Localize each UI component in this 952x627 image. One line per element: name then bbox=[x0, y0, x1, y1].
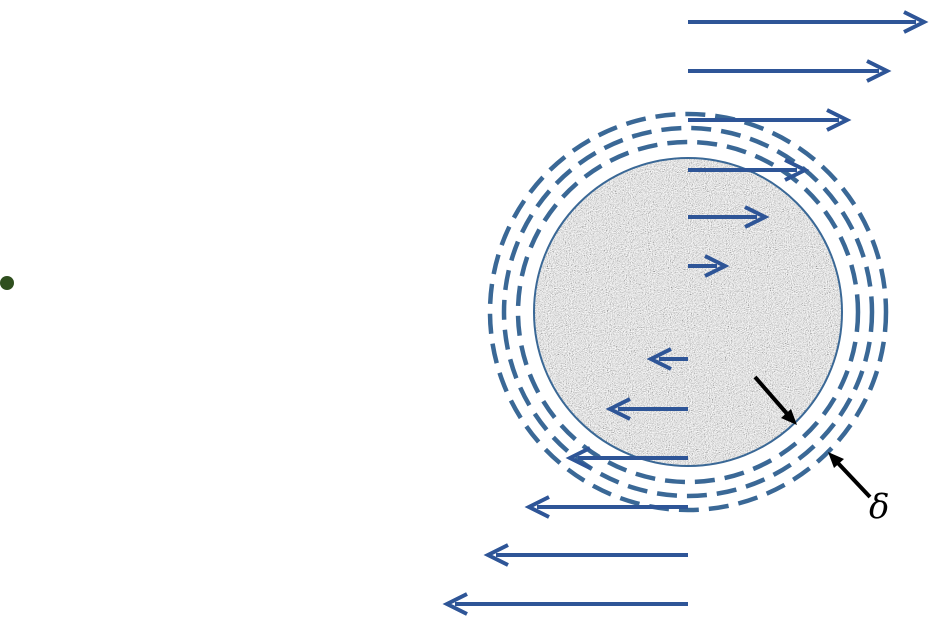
particle-outline bbox=[533, 157, 843, 467]
boundary-ring-inner bbox=[515, 139, 861, 485]
velocity-arrow-left-6 bbox=[442, 592, 688, 616]
thickness-markers bbox=[753, 375, 872, 499]
velocity-arrow-left-5 bbox=[483, 543, 688, 567]
velocity-arrow-left-2 bbox=[605, 397, 688, 421]
boundary-ring-outer bbox=[487, 111, 889, 513]
thickness-arrow-outer bbox=[828, 452, 872, 499]
velocity-arrow-right-2 bbox=[688, 59, 892, 83]
dot-marker bbox=[0, 276, 14, 290]
velocity-arrow-right-4 bbox=[688, 158, 810, 182]
velocity-arrow-left-3 bbox=[565, 446, 688, 470]
boundary-ring-middle bbox=[501, 125, 875, 499]
particle bbox=[533, 157, 843, 467]
particle-texture bbox=[534, 158, 842, 466]
boundary-layer-rings bbox=[487, 111, 889, 513]
delta-label: δ bbox=[869, 487, 889, 527]
velocity-arrow-right-1 bbox=[688, 10, 929, 34]
thickness-arrow-inner bbox=[753, 375, 797, 425]
velocity-arrow-right-3 bbox=[688, 108, 852, 132]
velocity-arrow-right-6 bbox=[688, 254, 730, 278]
velocity-arrow-right-5 bbox=[688, 205, 770, 229]
velocity-arrow-left-4 bbox=[524, 495, 688, 519]
velocity-arrows bbox=[442, 10, 929, 616]
velocity-arrow-left-1 bbox=[646, 347, 688, 371]
